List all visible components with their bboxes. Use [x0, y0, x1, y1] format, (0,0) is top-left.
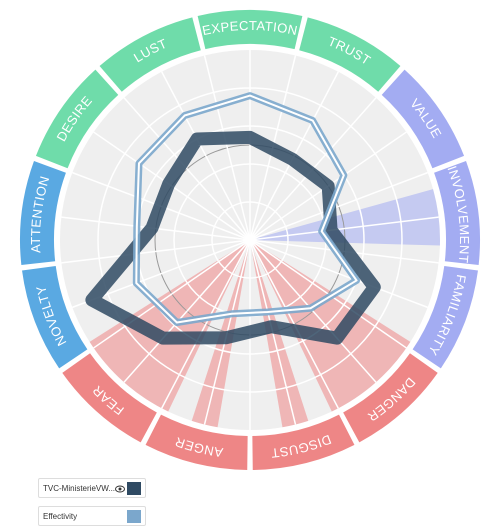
eye-icon[interactable]	[115, 485, 125, 493]
chart: EXPECTATIONTRUSTVALUEINVOLVEMENTFAMILIAR…	[19, 10, 480, 470]
spoke	[249, 171, 428, 241]
ring-segment	[434, 161, 480, 265]
ring-segment	[197, 10, 303, 50]
series-inner-line	[135, 94, 358, 324]
spoke	[161, 71, 251, 241]
spoke	[161, 239, 251, 409]
ring-segment	[35, 69, 119, 169]
legend-swatch	[127, 510, 141, 523]
category-label-path: EXPECTATION	[201, 18, 299, 38]
spoke	[93, 239, 251, 349]
legend-item[interactable]: TVC-MinisterieVW...	[38, 478, 146, 498]
highlight-wedge	[89, 240, 251, 412]
legend-label: TVC-MinisterieVW...	[43, 483, 116, 493]
ring-segment	[252, 414, 355, 470]
spoke	[249, 239, 377, 383]
legend-swatch	[127, 482, 141, 495]
ring-segment	[19, 161, 66, 265]
ring-segment	[99, 17, 201, 92]
ring-segment	[22, 265, 88, 369]
ring-segment	[62, 353, 157, 443]
legend-item[interactable]: Effectivity	[38, 506, 146, 526]
ring-segment	[343, 353, 438, 443]
spoke	[61, 239, 251, 264]
legend-label: Effectivity	[43, 511, 78, 521]
highlight-wedge	[250, 240, 411, 412]
ring-segment	[145, 414, 248, 470]
ring-segment	[412, 265, 478, 369]
spoke	[123, 97, 251, 241]
series-area	[85, 130, 381, 345]
category-label: EXPECTATION	[201, 18, 299, 38]
spoke	[249, 216, 439, 241]
ring-segment	[299, 17, 401, 92]
highlight-wedge	[250, 189, 440, 246]
ring-segment	[381, 69, 465, 169]
spoke	[203, 55, 251, 241]
spoke	[249, 239, 428, 309]
spoke	[123, 239, 251, 383]
